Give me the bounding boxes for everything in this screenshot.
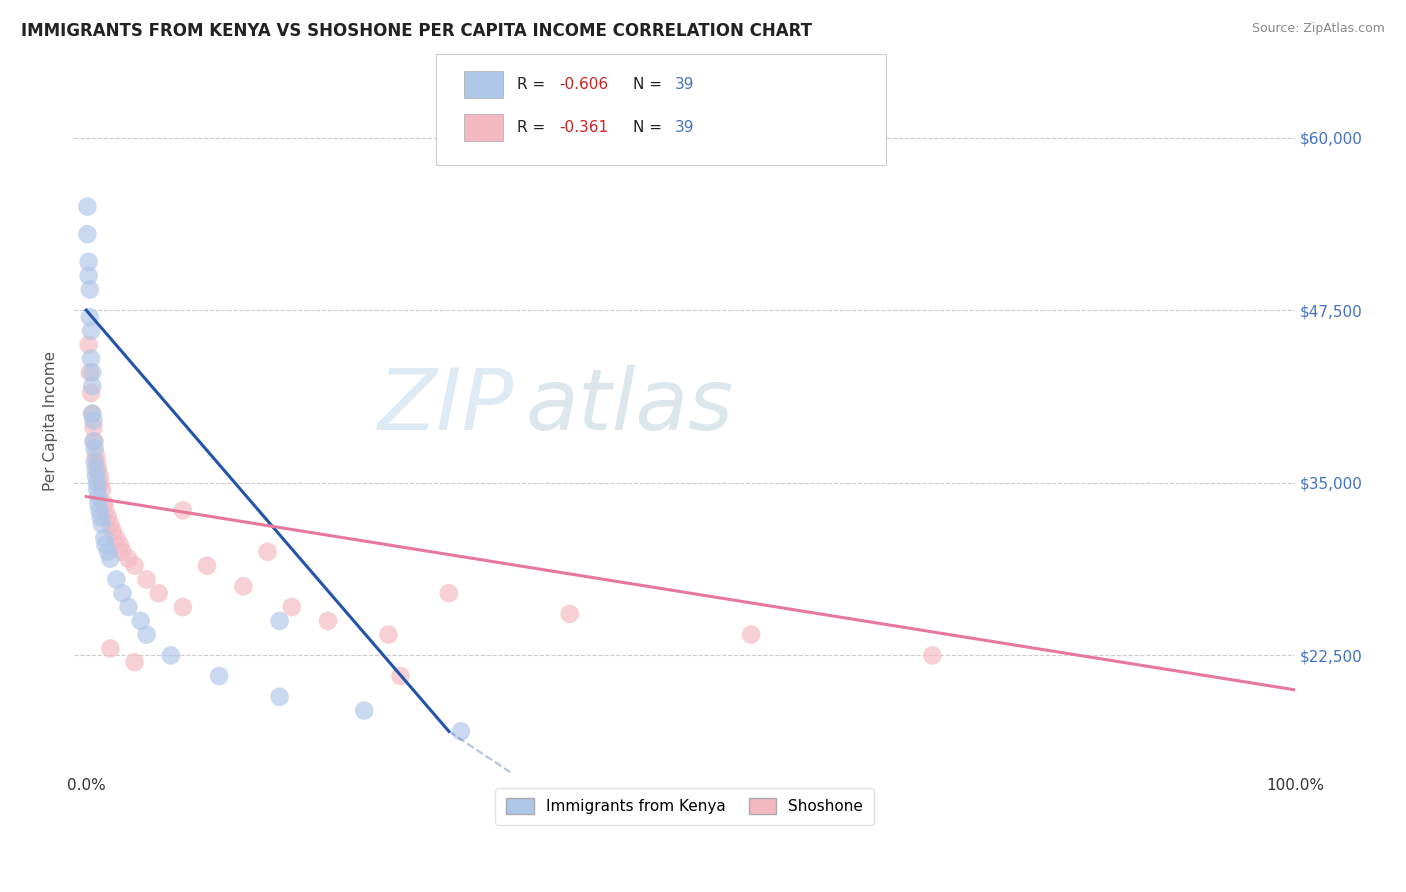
- Point: [353, 704, 375, 718]
- Point: [117, 551, 139, 566]
- Point: [82, 414, 104, 428]
- Point: [79, 282, 101, 296]
- Point: [437, 586, 460, 600]
- Text: atlas: atlas: [526, 365, 734, 448]
- Point: [98, 517, 121, 532]
- Point: [148, 586, 170, 600]
- Point: [87, 462, 110, 476]
- Point: [84, 468, 107, 483]
- Point: [135, 573, 157, 587]
- Point: [93, 531, 115, 545]
- Point: [89, 503, 111, 517]
- Point: [80, 324, 103, 338]
- Point: [80, 351, 103, 366]
- Point: [98, 551, 121, 566]
- Point: [316, 614, 339, 628]
- Point: [83, 455, 105, 469]
- Y-axis label: Per Capita Income: Per Capita Income: [44, 351, 58, 491]
- Point: [232, 579, 254, 593]
- Point: [208, 669, 231, 683]
- Point: [82, 434, 104, 449]
- Text: 39: 39: [675, 120, 695, 135]
- Point: [76, 200, 98, 214]
- Point: [97, 510, 120, 524]
- Point: [86, 475, 108, 490]
- Point: [94, 503, 117, 517]
- Point: [83, 442, 105, 456]
- Point: [86, 483, 108, 497]
- Point: [105, 573, 128, 587]
- Point: [159, 648, 181, 663]
- Point: [84, 448, 107, 462]
- Point: [94, 538, 117, 552]
- Point: [83, 434, 105, 449]
- Point: [90, 475, 112, 490]
- Point: [740, 627, 762, 641]
- Point: [450, 724, 472, 739]
- Point: [86, 455, 108, 469]
- Point: [87, 496, 110, 510]
- Point: [77, 337, 100, 351]
- Point: [111, 586, 134, 600]
- Point: [111, 545, 134, 559]
- Point: [98, 641, 121, 656]
- Point: [87, 490, 110, 504]
- Legend: Immigrants from Kenya, Shoshone: Immigrants from Kenya, Shoshone: [495, 788, 873, 825]
- Text: 39: 39: [675, 78, 695, 92]
- Point: [84, 462, 107, 476]
- Text: Source: ZipAtlas.com: Source: ZipAtlas.com: [1251, 22, 1385, 36]
- Text: R =: R =: [517, 120, 555, 135]
- Point: [90, 510, 112, 524]
- Point: [82, 365, 104, 379]
- Point: [195, 558, 218, 573]
- Text: IMMIGRANTS FROM KENYA VS SHOSHONE PER CAPITA INCOME CORRELATION CHART: IMMIGRANTS FROM KENYA VS SHOSHONE PER CA…: [21, 22, 813, 40]
- Text: R =: R =: [517, 78, 551, 92]
- Point: [77, 268, 100, 283]
- Point: [82, 407, 104, 421]
- Point: [90, 517, 112, 532]
- Point: [79, 310, 101, 324]
- Point: [377, 627, 399, 641]
- Text: N =: N =: [633, 120, 666, 135]
- Point: [558, 607, 581, 621]
- Point: [105, 531, 128, 545]
- Point: [172, 503, 194, 517]
- Point: [80, 386, 103, 401]
- Point: [269, 614, 291, 628]
- Point: [124, 655, 146, 669]
- Point: [77, 255, 100, 269]
- Point: [124, 558, 146, 573]
- Point: [269, 690, 291, 704]
- Text: -0.606: -0.606: [560, 78, 609, 92]
- Point: [921, 648, 943, 663]
- Point: [79, 365, 101, 379]
- Point: [129, 614, 152, 628]
- Point: [101, 524, 124, 538]
- Point: [82, 420, 104, 434]
- Point: [82, 407, 104, 421]
- Point: [172, 600, 194, 615]
- Point: [108, 538, 131, 552]
- Point: [117, 600, 139, 615]
- Text: -0.361: -0.361: [560, 120, 609, 135]
- Point: [97, 545, 120, 559]
- Point: [256, 545, 278, 559]
- Point: [90, 483, 112, 497]
- Point: [280, 600, 302, 615]
- Point: [93, 496, 115, 510]
- Point: [389, 669, 412, 683]
- Text: N =: N =: [633, 78, 666, 92]
- Point: [82, 379, 104, 393]
- Text: ZIP: ZIP: [377, 365, 513, 448]
- Point: [135, 627, 157, 641]
- Point: [89, 468, 111, 483]
- Point: [76, 227, 98, 242]
